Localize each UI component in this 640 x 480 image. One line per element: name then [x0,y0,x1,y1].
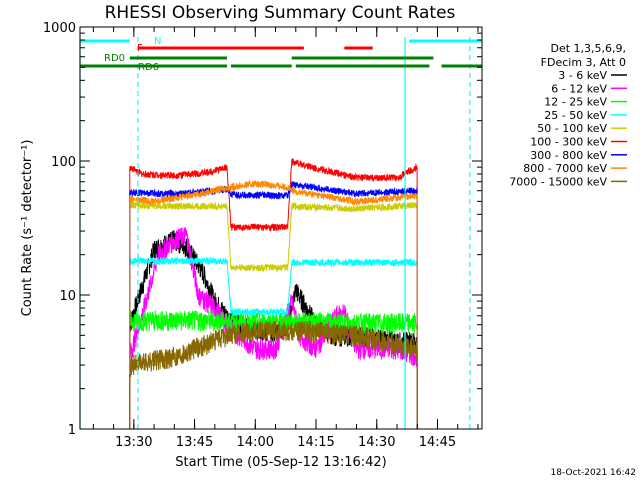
legend-label-2: 6 - 12 keV [551,82,607,95]
x-tick-label-1400: 14:00 [237,435,274,450]
series-line-4 [129,255,418,430]
series-line-5 [129,200,418,430]
y-tick-label-1: 1 [68,423,76,438]
series-line-6 [129,158,418,430]
x-tick-label-1345: 13:45 [176,435,213,450]
legend-label-5: 50 - 100 keV [537,122,607,135]
legend-label-9: 7000 - 15000 keV [509,175,607,188]
flag-label-rd0: RD0 [104,53,125,64]
y-tick-label-1000: 1000 [43,21,76,36]
chart-title: RHESSI Observing Summary Count Rates [105,3,456,23]
x-tick-label-1330: 13:30 [115,435,152,450]
legend-header-line-1: Det 1,3,5,6,9, [550,42,626,55]
series-line-2 [129,227,418,430]
x-axis-label: Start Time (05-Sep-12 13:16:42) [175,455,386,470]
legend-label-1: 3 - 6 keV [558,69,607,82]
series-line-9 [129,320,418,430]
x-tick-label-1430: 14:30 [358,435,395,450]
legend-label-4: 25 - 50 keV [544,109,607,122]
legend-header-line-2: FDecim 3, Att 0 [541,56,626,69]
series-line-7 [129,180,418,430]
legend-label-7: 300 - 800 keV [530,149,607,162]
footer-date: 18-Oct-2021 16:42 [551,468,636,478]
x-tick-label-1445: 14:45 [419,435,456,450]
y-axis-label: Count Rate (s⁻¹ detector⁻¹) [20,140,35,317]
flag-label-rd6: RD6 [138,62,159,73]
flag-label-n: N [154,36,161,47]
axes: 1 10 100 1000 13:30 13:45 14:00 14:15 14:30 14:45 [43,21,482,450]
plot-area: NF RD0 RD6 [79,36,482,430]
legend-label-3: 12 - 25 keV [544,96,607,109]
legend-label-8: 800 - 7000 keV [523,162,607,175]
series-line-8 [129,179,418,430]
plot-frame [79,26,483,430]
legend: Det 1,3,5,6,9, FDecim 3, Att 0 3 - 6 keV… [509,42,627,188]
legend-label-6: 100 - 300 keV [530,136,607,149]
x-tick-label-1415: 14:15 [297,435,334,450]
y-tick-label-10: 10 [59,289,76,304]
flag-label-f: F [137,43,143,54]
y-tick-label-100: 100 [51,155,76,170]
